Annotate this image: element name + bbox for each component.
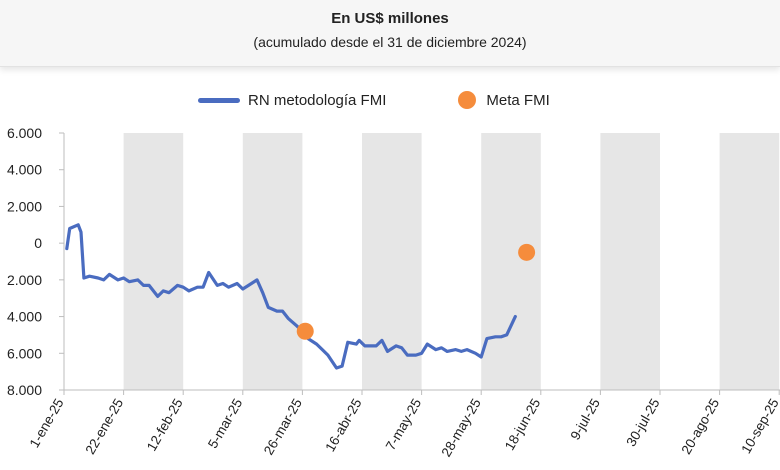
y-tick-label: 4.000 [7, 162, 42, 178]
x-tick-label: 9-jul-25 [567, 396, 603, 442]
y-tick-label: 4.000 [7, 309, 42, 325]
grid-band [242, 133, 303, 390]
x-tick-label: 26-mar-25 [261, 396, 305, 457]
x-tick-label: 28-may-25 [439, 396, 484, 459]
x-tick-label: 5-mar-25 [205, 396, 245, 451]
x-tick-label: 12-feb-25 [144, 396, 186, 454]
y-tick-label: 8.000 [7, 382, 42, 398]
grid-band [362, 133, 422, 390]
chart-title: En US$ millones [331, 10, 449, 27]
x-tick-label: 1-ene-25 [27, 396, 67, 450]
x-tick-label: 18-jun-25 [502, 396, 544, 453]
chart-legend: RN metodología FMI Meta FMI [198, 88, 550, 112]
y-tick-label: 6.000 [7, 345, 42, 361]
x-tick-label: 20-ago-25 [678, 396, 722, 457]
y-tick-label: 0 [34, 235, 42, 251]
y-tick-label: 2.000 [7, 198, 42, 214]
series-line-rn [65, 223, 517, 370]
legend-line-swatch [198, 97, 240, 103]
meta-fmi-point [296, 322, 314, 340]
x-tick-label: 22-ene-25 [82, 396, 126, 457]
meta-fmi-point [518, 243, 536, 261]
x-tick-label: 7-may-25 [383, 396, 425, 453]
grid-band [123, 133, 184, 390]
grid-band [600, 133, 660, 390]
y-tick-label: 2.000 [7, 272, 42, 288]
legend-label-rn: RN metodología FMI [248, 91, 387, 109]
chart-subtitle: (acumulado desde el 31 de diciembre 2024… [253, 34, 527, 50]
x-tick-label: 16-abr-25 [322, 396, 364, 454]
legend-label-meta: Meta FMI [486, 91, 550, 109]
grid-band [481, 133, 541, 390]
chart-header: En US$ millones (acumulado desde el 31 d… [0, 0, 780, 67]
legend-dot-swatch [458, 91, 477, 109]
x-tick-label: 30-jul-25 [623, 396, 662, 449]
x-tick-label: 10-sep-25 [738, 396, 780, 456]
y-tick-label: 6.000 [7, 125, 42, 141]
grid-band [719, 133, 780, 390]
